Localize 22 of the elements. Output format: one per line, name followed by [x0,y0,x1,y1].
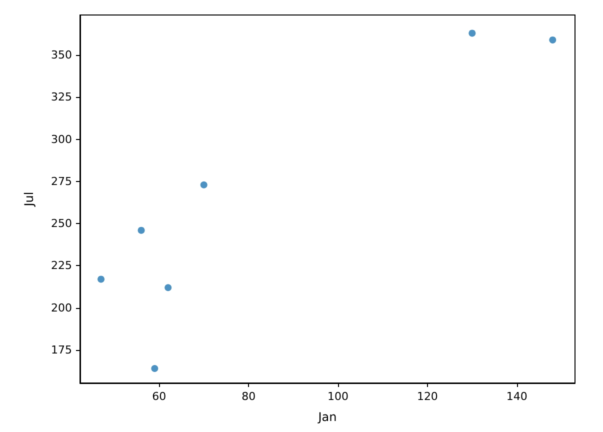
point [200,181,208,188]
x-tick-label: 140 [506,390,528,403]
x-tick-label: 100 [328,390,349,403]
x-tick-label: 80 [242,390,256,403]
y-tick-label: 300 [51,132,72,146]
y-axis-title: Jul [22,192,36,208]
y-tick-label: 225 [51,259,72,272]
y-tick-label: 200 [51,301,72,314]
x-axis-title: Jan [317,410,337,424]
y-tick-label: 250 [51,217,72,230]
y-tick-label: 275 [51,174,72,188]
y-tick-label: 325 [51,90,72,104]
x-tick-label: 120 [416,390,438,403]
y-tick-label: 350 [51,48,72,62]
point [164,284,172,292]
point [468,30,476,37]
x-tick-label: 60 [152,390,166,403]
point [549,36,556,44]
point [98,276,105,283]
y-tick-label: 175 [51,343,72,356]
point [151,365,158,372]
point [138,226,145,234]
